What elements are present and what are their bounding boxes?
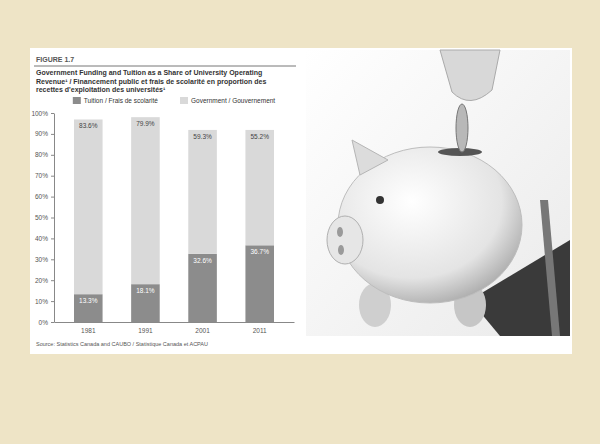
- figure-label-band: [34, 54, 296, 65]
- data-label: 13.3%: [79, 297, 98, 304]
- y-tick-mark: [51, 134, 54, 135]
- bar: [245, 130, 274, 245]
- y-tick-mark: [51, 197, 54, 198]
- hand: [440, 50, 500, 101]
- data-label: 83.6%: [79, 122, 98, 129]
- y-tick: 100%: [31, 110, 54, 117]
- pig-eye: [376, 196, 384, 204]
- y-tick-mark: [51, 218, 54, 219]
- y-tick-mark: [51, 155, 54, 156]
- x-tick: 1981: [81, 327, 96, 334]
- y-tick: 20%: [35, 277, 54, 284]
- legend-item: Government / Gouvernement: [180, 97, 275, 104]
- y-tick: 60%: [35, 193, 54, 200]
- bar: [131, 284, 160, 322]
- slide: FIGURE 1.7 Government Funding and Tuition…: [0, 0, 600, 444]
- photo-background: [306, 50, 570, 336]
- slide-panel: [30, 48, 572, 354]
- x-tick-label: 1991: [138, 327, 153, 334]
- y-tick: 10%: [35, 298, 54, 305]
- y-tick: 0%: [39, 319, 54, 326]
- pig-snout: [327, 216, 363, 264]
- background: [0, 0, 600, 444]
- y-tick: 30%: [35, 256, 54, 263]
- x-tick: 1991: [138, 327, 153, 334]
- y-axis: 0% 10% 20% 30% 40% 50% 60% 70% 80% 90% 100%: [31, 110, 54, 326]
- x-tick-label: 2001: [195, 327, 210, 334]
- data-label: 18.1%: [136, 287, 155, 294]
- data-label: 36.7%: [250, 248, 269, 255]
- y-tick: 80%: [35, 151, 54, 158]
- pig-nostril: [337, 227, 343, 237]
- bar: [245, 245, 274, 322]
- bar: [188, 254, 217, 322]
- y-tick-mark: [51, 280, 54, 281]
- y-axis-line: [54, 114, 55, 323]
- x-axis-line: [55, 322, 295, 323]
- data-label: 55.2%: [250, 133, 269, 140]
- y-tick-label: 30%: [35, 256, 48, 263]
- x-tick: 2001: [195, 327, 210, 334]
- title-line: recettes d'exploitation des universités¹: [36, 86, 166, 94]
- legend-label: Tuition / Frais de scolarité: [84, 97, 159, 104]
- y-tick-label: 40%: [35, 235, 48, 242]
- coin: [456, 104, 468, 152]
- y-tick: 70%: [35, 172, 54, 179]
- y-tick-mark: [51, 322, 54, 323]
- x-axis: 1981 1991 2001 2011: [55, 323, 295, 334]
- y-tick-mark: [51, 176, 54, 177]
- y-tick: 50%: [35, 214, 54, 221]
- x-tick-label: 2011: [253, 327, 267, 334]
- y-tick-label: 80%: [35, 151, 48, 158]
- y-tick-label: 70%: [35, 172, 48, 179]
- title-line: Revenue¹ / Financement public et frais d…: [36, 78, 266, 86]
- data-label: 32.6%: [193, 257, 212, 264]
- y-tick-label: 50%: [35, 214, 48, 221]
- y-tick-label: 100%: [31, 110, 48, 117]
- y-tick-mark: [51, 113, 54, 114]
- bar: [74, 294, 103, 322]
- pen: [540, 200, 560, 336]
- y-tick-mark: [51, 238, 54, 239]
- bars: [74, 117, 274, 322]
- source: Source: Statistics Canada and CAUBO / St…: [36, 341, 208, 347]
- title: Government Funding and Tuition as a Shar…: [36, 69, 266, 94]
- legend-swatch: [180, 97, 188, 104]
- bar: [188, 130, 217, 254]
- data-label: 59.3%: [193, 133, 212, 140]
- title-line: Government Funding and Tuition as a Shar…: [36, 69, 262, 77]
- legend-item: Tuition / Frais de scolarité: [73, 97, 159, 104]
- piggy-bank-photo: [306, 50, 570, 336]
- y-tick: 40%: [35, 235, 54, 242]
- bar: [74, 119, 103, 294]
- y-tick-label: 60%: [35, 193, 48, 200]
- y-tick-label: 20%: [35, 277, 48, 284]
- data-labels: 13.3% 18.1% 32.6% 36.7% 83.6% 79.9% 59.3% 55.2%: [79, 120, 269, 304]
- y-tick: 90%: [35, 130, 54, 137]
- bar: [131, 117, 160, 284]
- y-tick-label: 0%: [39, 319, 49, 326]
- y-tick-label: 90%: [35, 130, 48, 137]
- y-tick-mark: [51, 301, 54, 302]
- x-tick-label: 1981: [81, 327, 96, 334]
- y-tick-mark: [51, 259, 54, 260]
- y-tick-label: 10%: [35, 298, 48, 305]
- legend-swatch: [73, 97, 81, 104]
- x-tick: 2011: [253, 327, 267, 334]
- figure-label: FIGURE 1.7: [36, 56, 74, 63]
- pig-ear: [352, 140, 388, 175]
- figure-rule: [34, 66, 296, 67]
- legend: Tuition / Frais de scolarité Government /…: [73, 97, 276, 104]
- data-label: 79.9%: [136, 120, 155, 127]
- pig-nostril: [338, 245, 344, 255]
- legend-label: Government / Gouvernement: [191, 97, 275, 104]
